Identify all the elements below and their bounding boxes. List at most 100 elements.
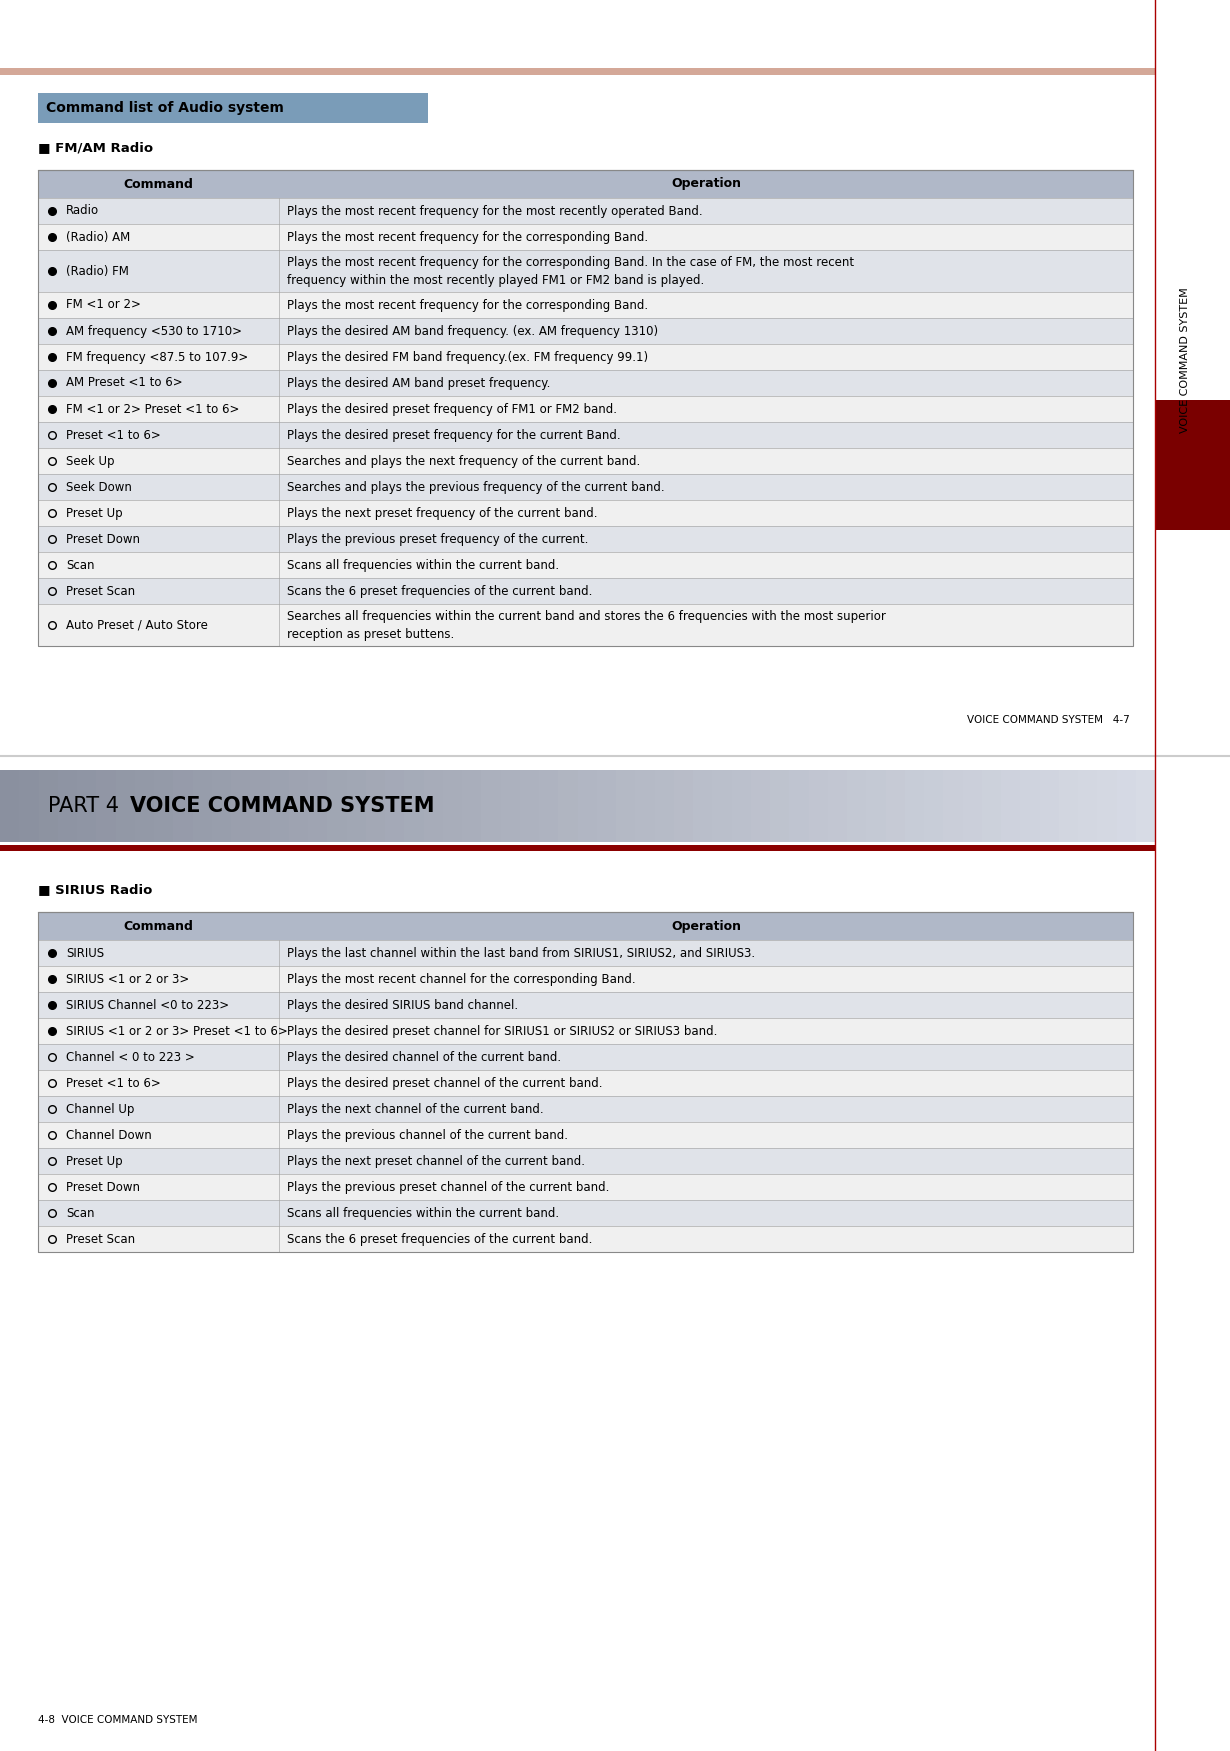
Text: Command: Command — [123, 919, 193, 933]
Text: Preset Down: Preset Down — [66, 532, 140, 546]
Bar — [77, 770, 97, 842]
Bar — [269, 770, 290, 842]
Bar — [1039, 770, 1060, 842]
Bar — [1097, 770, 1118, 842]
Bar — [1001, 770, 1021, 842]
Text: Scans the 6 preset frequencies of the current band.: Scans the 6 preset frequencies of the cu… — [287, 585, 593, 597]
Text: Plays the next preset frequency of the current band.: Plays the next preset frequency of the c… — [287, 506, 598, 520]
Bar — [250, 770, 271, 842]
Text: Plays the next preset channel of the current band.: Plays the next preset channel of the cur… — [287, 1154, 585, 1168]
Text: Plays the previous channel of the current band.: Plays the previous channel of the curren… — [287, 1128, 568, 1142]
Text: Plays the previous preset channel of the current band.: Plays the previous preset channel of the… — [287, 1180, 609, 1194]
Bar — [654, 770, 675, 842]
Bar — [38, 250, 1133, 292]
Bar — [231, 770, 251, 842]
Bar — [38, 1199, 1133, 1226]
Bar — [58, 770, 77, 842]
Text: Plays the desired preset channel for SIRIUS1 or SIRIUS2 or SIRIUS3 band.: Plays the desired preset channel for SIR… — [287, 1024, 717, 1038]
Text: Plays the desired channel of the current band.: Plays the desired channel of the current… — [287, 1051, 561, 1063]
Bar — [1020, 770, 1041, 842]
Bar — [405, 770, 424, 842]
Text: (Radio) FM: (Radio) FM — [66, 264, 129, 277]
Text: Channel < 0 to 223 >: Channel < 0 to 223 > — [66, 1051, 194, 1063]
Text: (Radio) AM: (Radio) AM — [66, 231, 130, 243]
Text: AM frequency <530 to 1710>: AM frequency <530 to 1710> — [66, 324, 242, 338]
Text: Radio: Radio — [66, 205, 100, 217]
Bar — [38, 1122, 1133, 1149]
Text: Channel Up: Channel Up — [66, 1103, 134, 1115]
Bar — [1117, 770, 1137, 842]
Text: Seek Up: Seek Up — [66, 455, 114, 468]
Bar — [38, 319, 1133, 343]
Bar — [539, 770, 560, 842]
Text: Preset <1 to 6>: Preset <1 to 6> — [66, 1077, 161, 1089]
Text: Preset Up: Preset Up — [66, 506, 123, 520]
Bar — [38, 993, 1133, 1017]
Text: Channel Down: Channel Down — [66, 1128, 151, 1142]
Text: Scan: Scan — [66, 559, 95, 571]
Bar — [616, 770, 636, 842]
Text: Scans the 6 preset frequencies of the current band.: Scans the 6 preset frequencies of the cu… — [287, 1233, 593, 1245]
Bar — [1077, 770, 1098, 842]
Text: FM frequency <87.5 to 107.9>: FM frequency <87.5 to 107.9> — [66, 350, 248, 364]
Text: Plays the desired FM band frequency.(ex. FM frequency 99.1): Plays the desired FM band frequency.(ex.… — [287, 350, 648, 364]
Bar — [38, 1070, 1133, 1096]
Text: Operation: Operation — [670, 919, 740, 933]
Bar — [38, 343, 1133, 369]
Bar — [943, 770, 963, 842]
Bar — [154, 770, 175, 842]
Bar — [905, 770, 925, 842]
Bar — [38, 1149, 1133, 1173]
Bar — [1059, 770, 1079, 842]
Text: Command: Command — [123, 177, 193, 191]
Text: Plays the most recent frequency for the corresponding Band.: Plays the most recent frequency for the … — [287, 231, 648, 243]
Bar — [365, 770, 386, 842]
Text: Plays the most recent frequency for the corresponding Band. In the case of FM, t: Plays the most recent frequency for the … — [287, 256, 854, 270]
Text: Plays the next channel of the current band.: Plays the next channel of the current ba… — [287, 1103, 544, 1115]
Bar — [732, 770, 752, 842]
Bar — [38, 912, 1133, 940]
Text: SIRIUS: SIRIUS — [66, 947, 105, 960]
Text: Plays the most recent frequency for the corresponding Band.: Plays the most recent frequency for the … — [287, 298, 648, 312]
Text: 4-8  VOICE COMMAND SYSTEM: 4-8 VOICE COMMAND SYSTEM — [38, 1714, 198, 1725]
Bar — [750, 770, 771, 842]
Bar — [38, 967, 1133, 993]
Bar — [597, 770, 617, 842]
Bar — [462, 770, 482, 842]
Bar — [38, 770, 59, 842]
Bar — [847, 770, 867, 842]
Text: SIRIUS <1 or 2 or 3>: SIRIUS <1 or 2 or 3> — [66, 972, 189, 986]
Text: Searches and plays the previous frequency of the current band.: Searches and plays the previous frequenc… — [287, 480, 664, 494]
Text: Preset Up: Preset Up — [66, 1154, 123, 1168]
Text: Plays the desired preset frequency of FM1 or FM2 band.: Plays the desired preset frequency of FM… — [287, 403, 617, 415]
Text: Plays the desired AM band frequency. (ex. AM frequency 1310): Plays the desired AM band frequency. (ex… — [287, 324, 658, 338]
Text: Plays the desired preset frequency for the current Band.: Plays the desired preset frequency for t… — [287, 429, 620, 441]
Bar — [712, 770, 733, 842]
Text: Preset Scan: Preset Scan — [66, 1233, 135, 1245]
Text: Preset <1 to 6>: Preset <1 to 6> — [66, 429, 161, 441]
Bar — [38, 170, 1133, 198]
Text: PART 4: PART 4 — [48, 797, 133, 816]
Bar — [0, 846, 1155, 851]
Bar — [308, 770, 328, 842]
Bar — [38, 1226, 1133, 1252]
Text: Command list of Audio system: Command list of Audio system — [46, 102, 284, 116]
Bar — [1155, 399, 1230, 531]
Bar — [886, 770, 905, 842]
Bar — [38, 224, 1133, 250]
Bar — [38, 396, 1133, 422]
Bar — [38, 369, 1133, 396]
Bar — [1135, 770, 1156, 842]
Text: Searches all frequencies within the current band and stores the 6 frequencies wi: Searches all frequencies within the curr… — [287, 609, 886, 623]
Text: reception as preset buttens.: reception as preset buttens. — [287, 629, 454, 641]
Bar — [443, 770, 462, 842]
Bar — [423, 770, 444, 842]
Bar — [212, 770, 232, 842]
Bar — [38, 448, 1133, 475]
Bar — [558, 770, 578, 842]
Bar — [193, 770, 213, 842]
Text: Plays the last channel within the last band from SIRIUS1, SIRIUS2, and SIRIUS3.: Plays the last channel within the last b… — [287, 947, 755, 960]
Bar — [385, 770, 405, 842]
Bar — [38, 912, 1133, 1252]
Bar — [38, 1096, 1133, 1122]
